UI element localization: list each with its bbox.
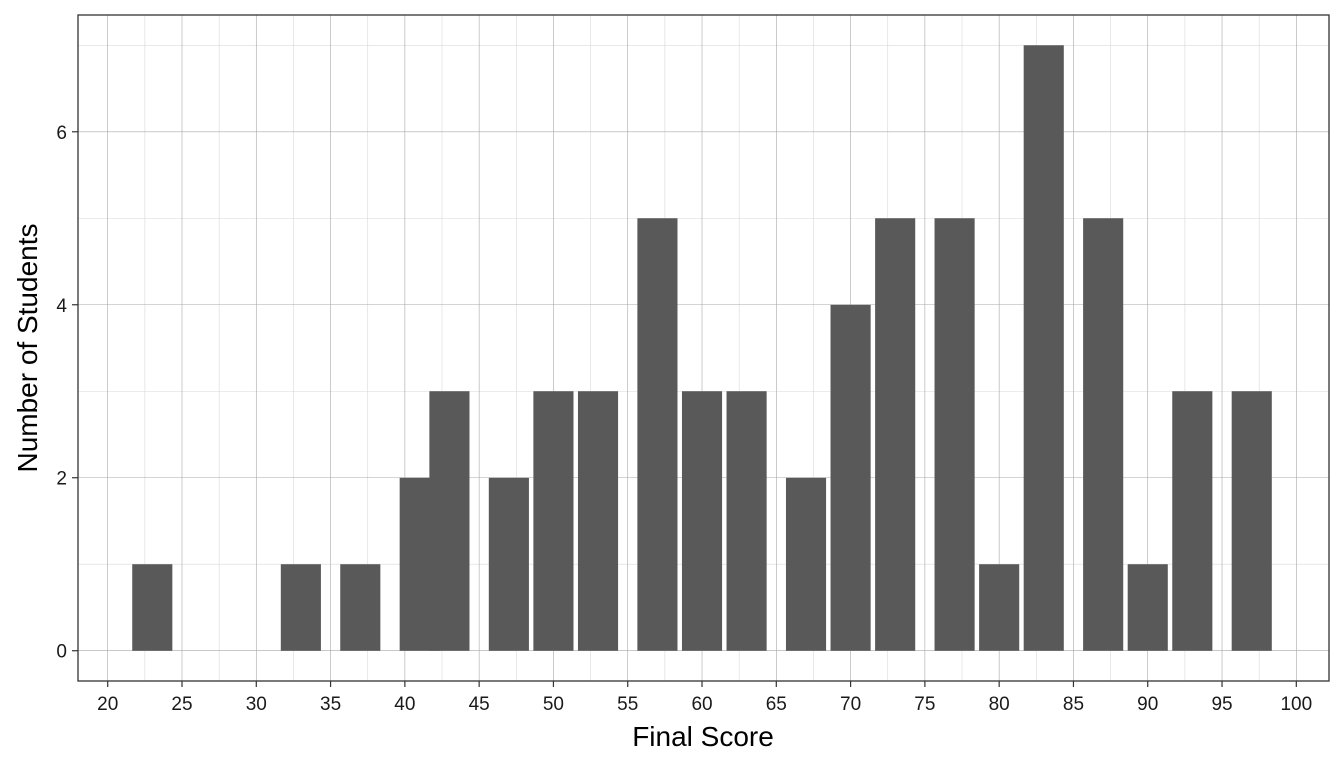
x-tick-label: 55 — [617, 694, 638, 715]
x-tick-label: 40 — [394, 694, 415, 715]
x-tick-label: 30 — [246, 694, 267, 715]
bar — [1172, 391, 1213, 651]
bar — [637, 218, 678, 651]
y-tick-label: 4 — [56, 296, 67, 317]
x-axis-title: Final Score — [632, 721, 774, 752]
bar — [488, 477, 529, 651]
x-tick-label: 45 — [469, 694, 490, 715]
x-tick-label: 80 — [989, 694, 1010, 715]
x-tick-label: 60 — [691, 694, 712, 715]
bar — [533, 391, 574, 651]
bar — [577, 391, 619, 651]
bar — [726, 391, 767, 651]
bar — [1023, 45, 1064, 651]
bars — [132, 45, 1272, 651]
y-axis-title: Number of Students — [12, 223, 43, 472]
x-tick-label: 90 — [1137, 694, 1158, 715]
bar — [132, 564, 173, 651]
x-tick-label: 50 — [543, 694, 564, 715]
x-tick-label: 95 — [1211, 694, 1232, 715]
x-tick-label: 100 — [1280, 694, 1312, 715]
x-tick-label: 65 — [766, 694, 787, 715]
bar — [785, 477, 827, 651]
y-axis-ticks: 0 2 4 6 — [56, 123, 78, 663]
x-tick-label: 85 — [1063, 694, 1084, 715]
x-tick-label: 70 — [840, 694, 861, 715]
bar — [875, 218, 916, 651]
y-tick-label: 2 — [56, 469, 67, 490]
x-tick-label: 20 — [97, 694, 118, 715]
x-tick-label: 75 — [914, 694, 935, 715]
bar — [1231, 391, 1272, 651]
bar — [681, 391, 723, 651]
bar — [280, 564, 321, 651]
bar — [830, 304, 871, 651]
bar — [340, 564, 381, 651]
y-tick-label: 6 — [56, 123, 67, 144]
bar — [1127, 564, 1168, 651]
x-tick-label: 25 — [171, 694, 192, 715]
y-tick-label: 0 — [56, 642, 67, 663]
bar — [934, 218, 975, 651]
bar — [429, 391, 470, 651]
panel-border — [77, 14, 1330, 682]
x-tick-label: 35 — [320, 694, 341, 715]
x-axis-ticks: 20 25 30 35 40 45 50 55 60 65 70 75 80 85 90 95 100 — [97, 681, 1312, 715]
bar — [979, 564, 1020, 651]
bar — [1083, 218, 1124, 651]
